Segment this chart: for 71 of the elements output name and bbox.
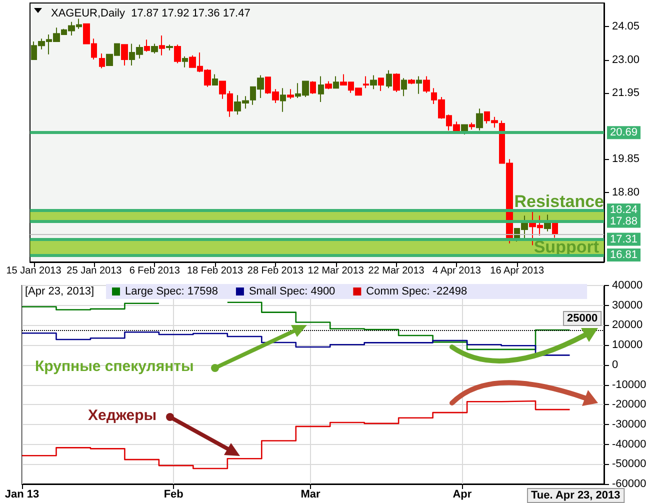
candlestick — [182, 56, 188, 68]
x-tick-label: Apr — [452, 488, 472, 500]
y-tick-label: -50000 — [612, 458, 646, 470]
candlestick — [363, 76, 369, 89]
x-tick-label: 28 Feb 2013 — [247, 266, 304, 276]
legend-title: [Apr 23, 2013] — [25, 286, 94, 298]
candlestick — [476, 108, 483, 131]
band-label: Resistance — [514, 192, 604, 211]
y-tick-label: 30000 — [612, 299, 643, 312]
y-tick-label: -20000 — [612, 398, 646, 411]
x-tick-label: 16 Apr 2013 — [490, 266, 545, 276]
legend-label: Comm Spec: -22498 — [366, 286, 468, 298]
candlestick — [151, 43, 158, 54]
x-tick-label: 25 Jan 2013 — [66, 266, 122, 276]
candlestick — [386, 70, 392, 89]
x-tick-label: 6 Feb 2013 — [129, 266, 180, 276]
ref-line-label: 20.69 — [610, 126, 638, 139]
x-tick-label: 15 Jan 2013 — [6, 266, 62, 276]
ref-line-label: 16.81 — [610, 249, 638, 262]
candlestick — [393, 72, 400, 92]
y-tick-label: 20000 — [612, 319, 643, 332]
candlestick — [144, 39, 150, 52]
ref-line-label: 18.24 — [610, 204, 638, 216]
candlestick — [212, 74, 218, 86]
x-tick-label: Jan 13 — [4, 488, 40, 500]
ref-line-label: 17.88 — [610, 215, 638, 228]
x-tick-label: Mar — [300, 488, 322, 500]
y-tick-label: -30000 — [612, 418, 646, 430]
y-tick-label: 21.95 — [612, 86, 640, 99]
y-tick-label: 23.00 — [612, 54, 640, 66]
candlestick — [121, 44, 128, 66]
candlestick — [99, 52, 105, 69]
x-tick-label: 22 Mar 2013 — [368, 266, 425, 276]
band-label: Support — [534, 238, 600, 257]
legend-label: Large Spec: 17598 — [125, 286, 218, 298]
candlestick — [287, 88, 294, 100]
x-tick-label: 4 Apr 2013 — [432, 266, 482, 276]
candlestick — [378, 78, 384, 92]
candlestick — [370, 74, 377, 90]
y-tick-label: 10000 — [612, 339, 643, 352]
x-tick-label: Feb — [164, 488, 184, 500]
candlestick — [325, 80, 332, 90]
candlestick — [469, 122, 475, 130]
y-tick-label: 24.05 — [612, 20, 640, 33]
candlestick — [333, 76, 339, 89]
candlestick — [166, 44, 173, 51]
y-tick-label: -60000 — [612, 478, 646, 490]
annotation: 25000 — [567, 312, 598, 324]
candlestick — [310, 80, 316, 94]
candlestick — [401, 78, 407, 97]
annotation: Крупные спекулянты — [35, 358, 194, 375]
x-tick-label: 18 Feb 2013 — [186, 266, 244, 276]
candlestick — [318, 76, 324, 103]
candlestick — [408, 78, 415, 85]
candlestick — [416, 76, 422, 94]
candlestick — [159, 34, 165, 56]
legend-label: Small Spec: 4900 — [248, 286, 336, 298]
x-tick-label: 12 Mar 2013 — [308, 266, 364, 276]
candlestick — [280, 88, 286, 112]
annotation: Хеджеры — [88, 407, 157, 424]
ref-line-label: 17.31 — [610, 233, 638, 246]
y-tick-label: 18.80 — [612, 186, 640, 198]
y-tick-label: -40000 — [612, 438, 646, 450]
text: Tue. Apr 23, 2013 — [531, 490, 620, 502]
candlestick — [174, 44, 181, 64]
candlestick — [423, 76, 430, 94]
y-tick-label: 0 — [612, 358, 618, 371]
y-tick-label: 40000 — [612, 280, 643, 292]
y-tick-label: 19.85 — [612, 153, 640, 166]
chart-title: XAGEUR,Daily 17.87 17.92 17.36 17.47 — [51, 8, 250, 20]
y-tick-label: -10000 — [612, 378, 646, 391]
